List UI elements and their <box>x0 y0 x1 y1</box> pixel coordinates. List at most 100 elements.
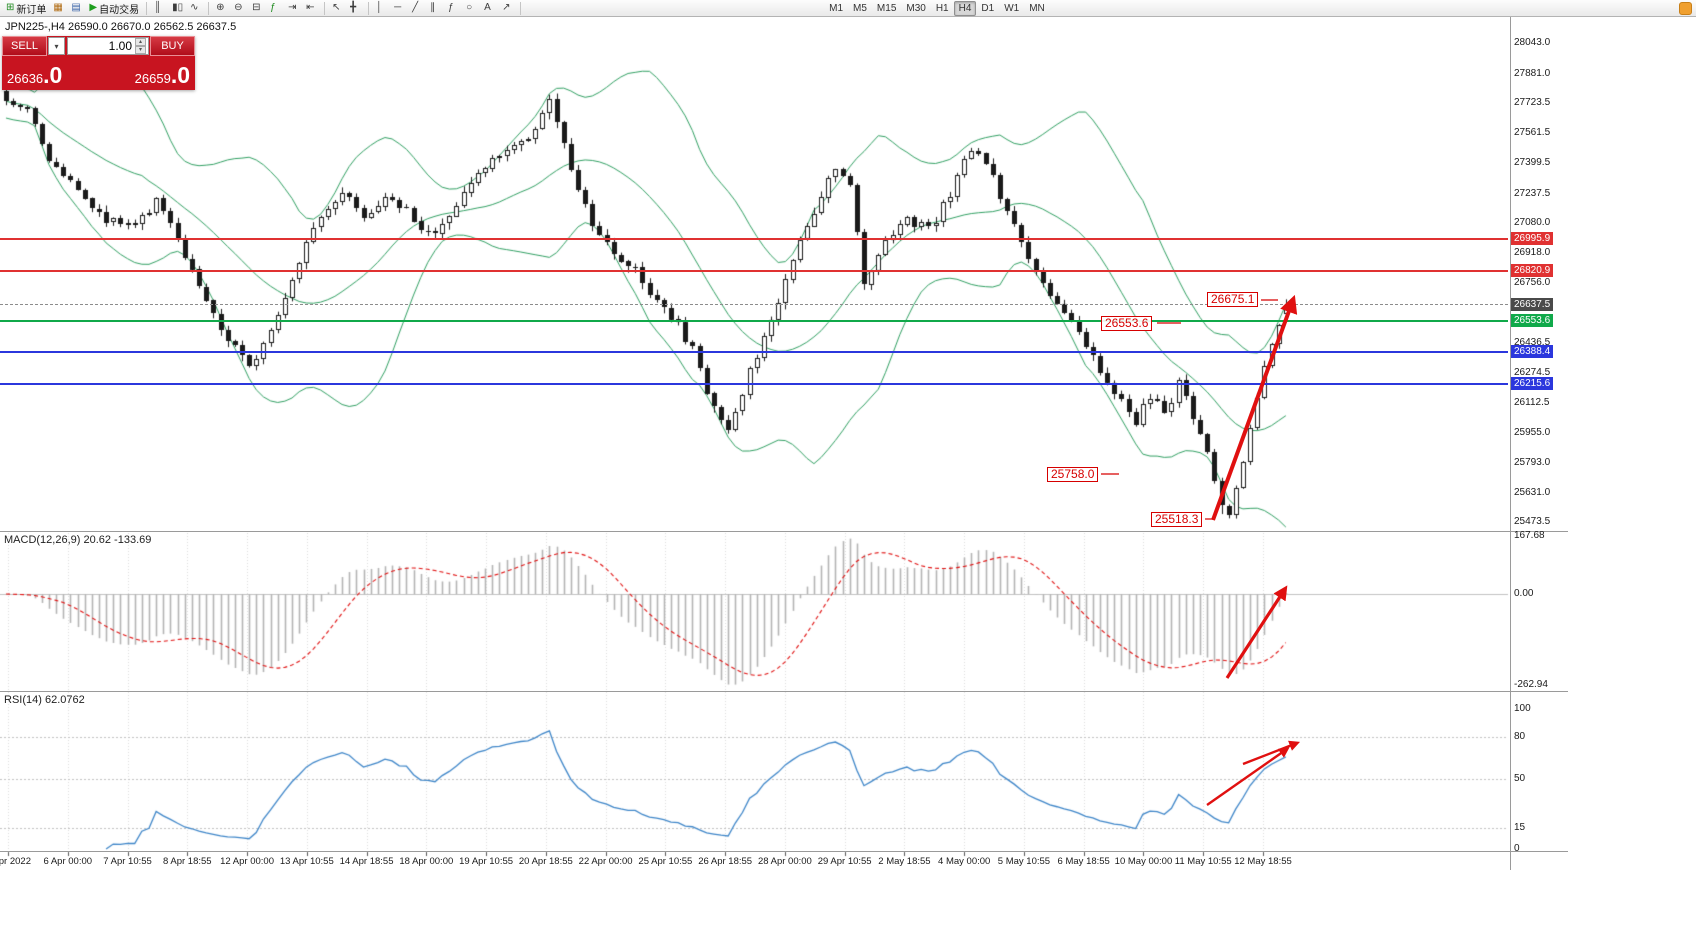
trendline-icon: ╱ <box>412 2 419 13</box>
price-axis-label: 27237.5 <box>1514 187 1551 199</box>
toolbar-separator <box>368 1 370 15</box>
new-order-icon: ⊞ <box>6 2 15 13</box>
volume-dropdown[interactable]: ▾ <box>48 37 65 55</box>
zoom-out-icon: ⊖ <box>234 2 243 13</box>
text-label-icon: A <box>484 2 491 13</box>
sell-price[interactable]: 26636.0 <box>7 62 63 88</box>
timeframe-h1-button[interactable]: H1 <box>931 1 954 16</box>
horizontal-line-support-upper[interactable] <box>0 350 1508 353</box>
timeframe-m5-button[interactable]: M5 <box>848 1 872 16</box>
equidistant-channel-button[interactable]: ∥ <box>427 1 444 16</box>
panel-separator[interactable] <box>0 531 1568 532</box>
spinner-up-icon[interactable]: ▴ <box>135 38 146 46</box>
time-axis-label: 6 Apr 00:00 <box>43 856 93 867</box>
buy-button-label: BUY <box>161 40 184 52</box>
arrow-tools-button[interactable]: ↗ <box>499 1 516 16</box>
time-axis-label: 11 May 10:55 <box>1174 856 1232 867</box>
price-axis-label: 27080.0 <box>1514 216 1551 228</box>
horizontal-line-button[interactable]: ─ <box>391 1 408 16</box>
timeframe-w1-button[interactable]: W1 <box>999 1 1024 16</box>
text-label-button[interactable]: A <box>481 1 498 16</box>
time-axis-label: 12 Apr 00:00 <box>220 856 274 867</box>
macd-axis-label: -262.94 <box>1514 678 1548 690</box>
rsi-axis-label: 0 <box>1514 843 1520 854</box>
horizontal-line-resistance-upper[interactable] <box>0 237 1508 240</box>
toolbar-separator <box>520 1 522 15</box>
price-annotation: 25758.0 <box>1047 467 1099 482</box>
time-axis-label: 13 Apr 10:55 <box>279 856 334 867</box>
chevron-down-icon: ▾ <box>54 41 59 51</box>
charts-icon: ▦ <box>53 2 63 13</box>
auto-scroll-button[interactable]: ⇥ <box>285 1 302 16</box>
horizontal-line-level-green[interactable] <box>0 320 1508 323</box>
rsi-label: RSI(14) 62.0762 <box>4 694 85 706</box>
shapes-icon: ○ <box>466 2 473 13</box>
time-axis-label: 2 May 18:55 <box>878 856 931 867</box>
trendline-button[interactable]: ╱ <box>409 1 426 16</box>
timeframe-m30-button[interactable]: M30 <box>901 1 930 16</box>
spinner-down-icon[interactable]: ▾ <box>135 46 146 54</box>
buy-button[interactable]: BUY <box>150 36 195 56</box>
cursor-button[interactable]: ↖ <box>329 1 346 16</box>
panel-separator[interactable] <box>0 851 1568 852</box>
horizontal-line-icon: ─ <box>394 2 402 13</box>
chart-shift-button[interactable]: ⇤ <box>303 1 320 16</box>
price-axis-label: 25793.0 <box>1514 456 1551 468</box>
autotrading-button[interactable]: ▶ 自动交易 <box>86 1 142 16</box>
new-order-button[interactable]: ⊞ 新订单 <box>3 1 49 16</box>
volume-input[interactable]: 1.00 ▴ ▾ <box>67 37 149 55</box>
profiles-button[interactable]: ▤ <box>68 1 85 16</box>
tile-windows-icon: ⊟ <box>252 2 261 13</box>
price-axis-label: 28043.0 <box>1514 37 1551 49</box>
price-axis-label: 25473.5 <box>1514 516 1551 528</box>
vertical-line-icon: │ <box>376 2 383 13</box>
sell-button[interactable]: SELL <box>2 36 47 56</box>
shapes-button[interactable]: ○ <box>463 1 480 16</box>
toolbar-separator <box>324 1 326 15</box>
crosshair-button[interactable]: ╋ <box>347 1 364 16</box>
toolbar-left: ⊞ 新订单 ▦ ▤ ▶ 自动交易 ║ ▮▯ ∿ ⊕ ⊖ ⊟ ƒ ⇥ ⇤ ↖ ╋ │ ─ ╱ ∥ ƒ ○ A ↗ <box>3 1 524 16</box>
time-axis-label: 18 Apr 00:00 <box>399 856 454 867</box>
line-chart-button[interactable]: ∿ <box>187 1 204 16</box>
time-axis-label: 20 Apr 18:55 <box>518 856 573 867</box>
price-axis-label: 26756.0 <box>1514 277 1551 289</box>
price-axis-label: 26436.5 <box>1514 336 1551 348</box>
tile-windows-button[interactable]: ⊟ <box>249 1 266 16</box>
zoom-in-button[interactable]: ⊕ <box>213 1 230 16</box>
buy-price[interactable]: 26659.0 <box>134 62 190 88</box>
rsi-axis-label: 100 <box>1514 703 1531 714</box>
macd-axis-label: 0.00 <box>1514 588 1534 599</box>
horizontal-line-support-lower[interactable] <box>0 383 1508 386</box>
time-axis-label: 5 May 10:55 <box>997 856 1051 867</box>
fibonacci-retracement-button[interactable]: ƒ <box>445 1 462 16</box>
toolbar: ⊞ 新订单 ▦ ▤ ▶ 自动交易 ║ ▮▯ ∿ ⊕ ⊖ ⊟ ƒ ⇥ ⇤ ↖ ╋ │ ─ ╱ ∥ ƒ ○ A ↗ M1 M5 M15 M… <box>0 0 1696 17</box>
new-order-label: 新订单 <box>16 4 47 16</box>
timeframe-m1-button[interactable]: M1 <box>824 1 848 16</box>
macd-label: MACD(12,26,9) 20.62 -133.69 <box>4 534 152 546</box>
timeframe-mn-button[interactable]: MN <box>1024 1 1050 16</box>
volume-spinner[interactable]: ▴ ▾ <box>135 38 146 54</box>
candlestick-chart-button[interactable]: ▮▯ <box>169 1 186 16</box>
charts-button[interactable]: ▦ <box>50 1 67 16</box>
price-axis-label: 27561.5 <box>1514 127 1551 139</box>
timeframe-d1-button[interactable]: D1 <box>976 1 999 16</box>
horizontal-line-resistance-lower[interactable] <box>0 270 1508 273</box>
vertical-line-button[interactable]: │ <box>373 1 390 16</box>
time-axis-label: 8 Apr 18:55 <box>162 856 212 867</box>
timeframe-h4-button[interactable]: H4 <box>953 0 977 16</box>
volume-value: 1.00 <box>108 39 132 53</box>
timeframe-m15-button[interactable]: M15 <box>872 1 901 16</box>
indicators-list-button[interactable]: ƒ <box>267 1 284 16</box>
bar-chart-button[interactable]: ║ <box>151 1 168 16</box>
time-axis-label: 4 May 00:00 <box>938 856 991 867</box>
zoom-out-button[interactable]: ⊖ <box>231 1 248 16</box>
price-axis-badge: 26215.6 <box>1511 377 1554 391</box>
rsi-axis-label: 50 <box>1514 773 1526 784</box>
panel-separator[interactable] <box>0 691 1568 692</box>
time-axis-label: 12 May 18:55 <box>1234 856 1292 867</box>
price-axis-label: 27881.0 <box>1514 67 1551 79</box>
connection-status-icon <box>1679 2 1692 15</box>
toolbar-separator <box>146 1 148 15</box>
price-axis-label: 25955.0 <box>1514 426 1551 438</box>
